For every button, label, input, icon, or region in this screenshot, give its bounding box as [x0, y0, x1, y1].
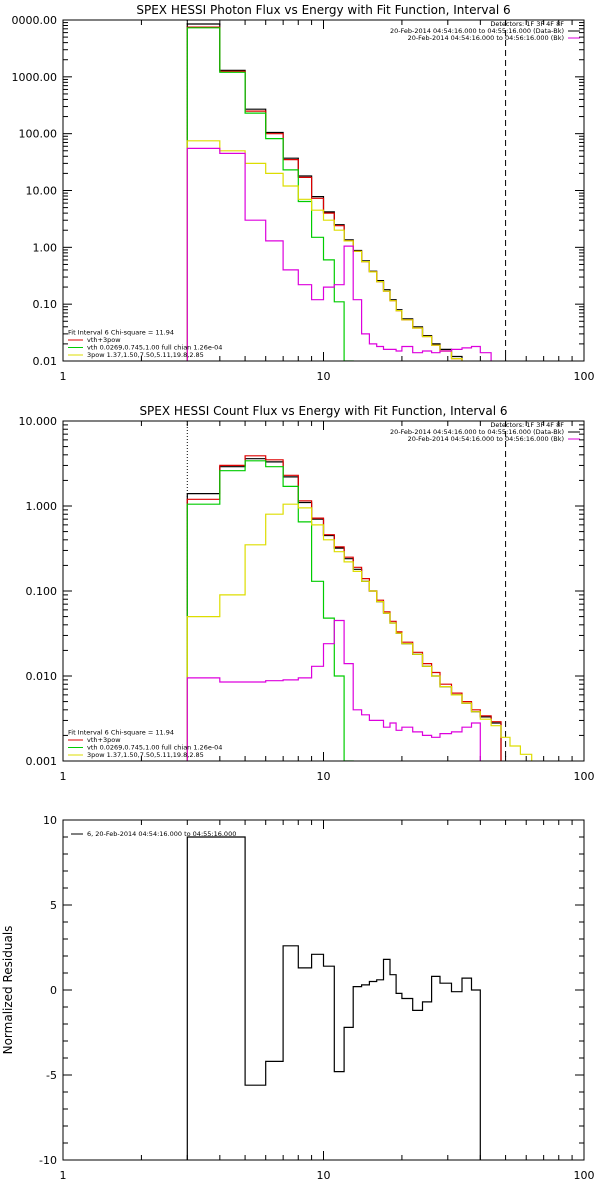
x-tick-label: 1 — [60, 370, 67, 383]
y-tick-label: 10 — [43, 814, 57, 827]
y-tick-label: 1.00 — [33, 241, 58, 254]
series-4-line — [186, 619, 481, 761]
legend-entry: Detectors: 1F 3F 4F 8F — [490, 20, 564, 28]
chart-title: SPEX HESSI Count Flux vs Energy with Fit… — [139, 404, 507, 418]
y-tick-label: 1000.00 — [12, 71, 58, 84]
legend-entry: Detectors: 1F 3F 4F 8F — [490, 421, 564, 429]
legend-entry: vth+3pow — [87, 736, 121, 744]
series-2-line — [186, 460, 354, 761]
legend-entry: 20-Feb-2014 04:54:16.000 to 04:56:16.000… — [408, 34, 564, 42]
y-tick-label: -5 — [46, 1069, 57, 1082]
series-4-line — [186, 147, 492, 361]
x-tick-label: 100 — [574, 770, 595, 783]
legend-entry: 3pow 1.37,1.50,7.50,5.11,19.8,2.85 — [87, 751, 204, 759]
series-3-line — [186, 140, 463, 361]
y-tick-label: 1.000 — [26, 500, 58, 513]
series-0-line — [186, 23, 463, 361]
y-tick-label: 0.010 — [26, 670, 58, 683]
legend-entry: 20-Feb-2014 04:54:16.000 to 04:56:16.000… — [408, 435, 564, 443]
legend-entry: vth+3pow — [87, 336, 121, 344]
y-tick-label: 100.00 — [19, 128, 58, 141]
y-tick-label: 0.01 — [33, 355, 58, 368]
photon-flux-panel: SPEX HESSI Photon Flux vs Energy with Fi… — [12, 3, 595, 383]
y-tick-label: 10.000 — [19, 415, 58, 428]
x-tick-label: 100 — [574, 370, 595, 383]
legend-entry: vth 0.0269,0.745,1.00 full chian 1.26e-0… — [87, 344, 222, 352]
legend-entry: 20-Feb-2014 04:54:16.000 to 04:55:16.000… — [390, 27, 564, 35]
legend-entry: Fit Interval 6 Chi-square = 11.94 — [68, 729, 174, 737]
legend-entry: 3pow 1.37,1.50,7.50,5.11,19.8,2.85 — [87, 351, 204, 359]
y-tick-label: 0.001 — [26, 755, 58, 768]
y-tick-label: 10.00 — [26, 185, 58, 198]
legend-entry: Fit Interval 6 Chi-square = 11.94 — [68, 329, 174, 337]
y-tick-label: 0000.00 — [12, 14, 58, 27]
legend-entry: 6, 20-Feb-2014 04:54:16.000 to 04:55:16.… — [87, 830, 236, 838]
plot-frame — [62, 420, 585, 762]
y-tick-label: -10 — [39, 1154, 57, 1167]
x-tick-label: 1 — [60, 1169, 67, 1182]
x-tick-label: 1 — [60, 770, 67, 783]
x-tick-label: 100 — [574, 1169, 595, 1182]
legend-entry: vth 0.0269,0.745,1.00 full chian 1.26e-0… — [87, 744, 222, 752]
series-1-line — [186, 26, 463, 361]
y-tick-label: 0.10 — [33, 298, 58, 311]
plot-frame — [62, 19, 585, 362]
y-tick-label: 0.100 — [26, 585, 58, 598]
series-0-line — [186, 836, 481, 1160]
y-tick-label: 0 — [50, 984, 57, 997]
series-3-line — [186, 503, 533, 761]
plot-frame — [62, 819, 585, 1161]
chart-title: SPEX HESSI Photon Flux vs Energy with Fi… — [136, 3, 510, 17]
x-tick-label: 10 — [317, 770, 331, 783]
series-1-line — [186, 455, 502, 761]
residuals-panel: Normalized Residuals 1 10 100 -10 -5 0 5 10 6, 20… — [1, 814, 595, 1182]
x-tick-label: 10 — [317, 1169, 331, 1182]
y-tick-label: 5 — [50, 899, 57, 912]
y-axis-label: Normalized Residuals — [1, 926, 15, 1055]
count-flux-panel: SPEX HESSI Count Flux vs Energy with Fit… — [19, 404, 595, 783]
series-2-line — [186, 27, 354, 361]
x-tick-label: 10 — [317, 370, 331, 383]
legend-entry: 20-Feb-2014 04:54:16.000 to 04:55:16.000… — [390, 428, 564, 436]
